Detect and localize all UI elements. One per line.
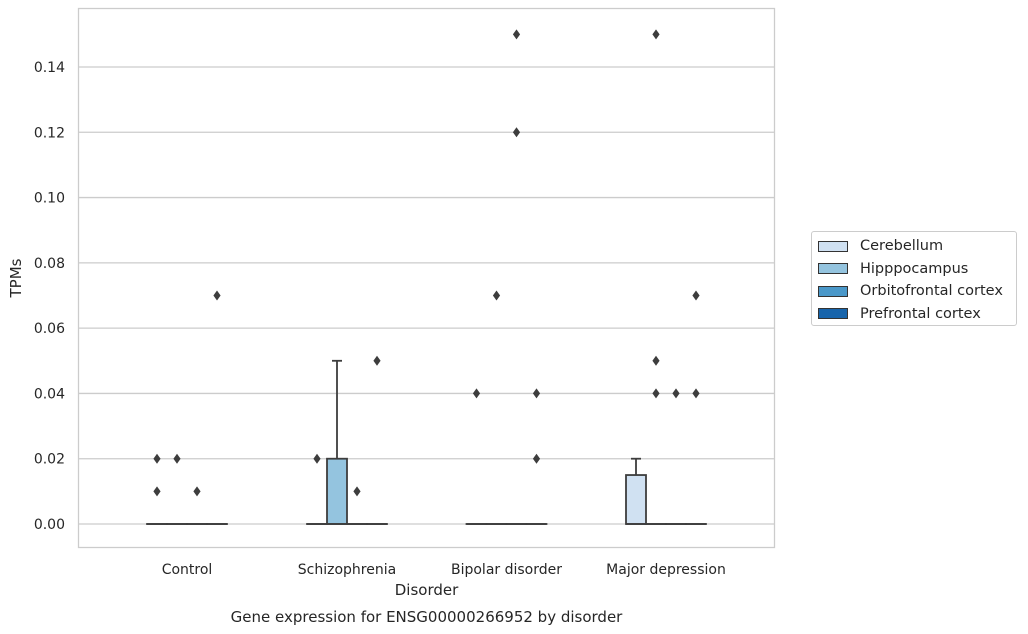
outliers: [153, 29, 700, 497]
y-tick-label: 0.00: [34, 517, 65, 533]
x-axis-label: Disorder: [395, 581, 459, 599]
outlier-point: [692, 290, 700, 301]
y-tick-label: 0.02: [34, 452, 65, 468]
legend-item: Orbitofrontal cortex: [812, 280, 1016, 303]
y-axis-label: TPMs: [7, 258, 25, 298]
outlier-point: [313, 453, 321, 464]
y-tick-label: 0.08: [34, 256, 65, 272]
outlier-point: [213, 290, 221, 301]
outlier-point: [672, 388, 680, 399]
legend-label: Hipppocampus: [860, 260, 969, 277]
legend-label: Orbitofrontal cortex: [860, 283, 1003, 300]
x-tick-label: Control: [162, 562, 213, 578]
outlier-point: [373, 355, 381, 366]
outlier-point: [173, 453, 181, 464]
x-tick-label: Schizophrenia: [298, 562, 396, 578]
x-tick-label: Bipolar disorder: [451, 562, 562, 578]
outlier-point: [652, 388, 660, 399]
outlier-point: [532, 388, 541, 399]
outlier-point: [153, 453, 161, 464]
legend-swatch: [818, 308, 848, 320]
outlier-point: [353, 486, 361, 497]
tick-labels: 0.00 0.02 0.04 0.06 0.08 0.10 0.12 0.14 Control S…: [34, 60, 726, 578]
legend-swatch: [818, 263, 848, 275]
outlier-point: [532, 453, 541, 464]
gridlines: [78, 66, 775, 525]
x-tick-label: Major depression: [606, 562, 726, 578]
legend-label: Cerebellum: [860, 238, 944, 255]
y-tick-label: 0.04: [34, 386, 65, 402]
outlier-point: [492, 290, 501, 301]
box: [625, 474, 647, 525]
outlier-point: [512, 29, 521, 40]
outlier-point: [652, 355, 660, 366]
outlier-point: [512, 127, 521, 138]
outlier-point: [472, 388, 481, 399]
legend-item: Prefrontal cortex: [812, 303, 1016, 326]
legend-swatch: [818, 240, 848, 252]
legend-item: Hipppocampus: [812, 258, 1016, 281]
outlier-point: [692, 388, 700, 399]
legend-label: Prefrontal cortex: [860, 305, 981, 322]
y-tick-label: 0.06: [34, 321, 65, 337]
legend: Cerebellum Hipppocampus Orbitofrontal cort…: [811, 231, 1017, 326]
boxes: [146, 359, 707, 525]
y-tick-label: 0.10: [34, 191, 65, 207]
outlier-point: [193, 486, 201, 497]
legend-item: Cerebellum: [812, 235, 1016, 258]
plot-frame: [77, 7, 776, 549]
chart-title: Gene expression for ENSG00000266952 by d…: [231, 608, 624, 626]
outlier-point: [652, 29, 660, 40]
legend-swatch: [818, 285, 848, 297]
box: [326, 457, 348, 525]
outlier-point: [153, 486, 161, 497]
y-tick-label: 0.14: [34, 60, 65, 76]
y-tick-label: 0.12: [34, 125, 65, 141]
